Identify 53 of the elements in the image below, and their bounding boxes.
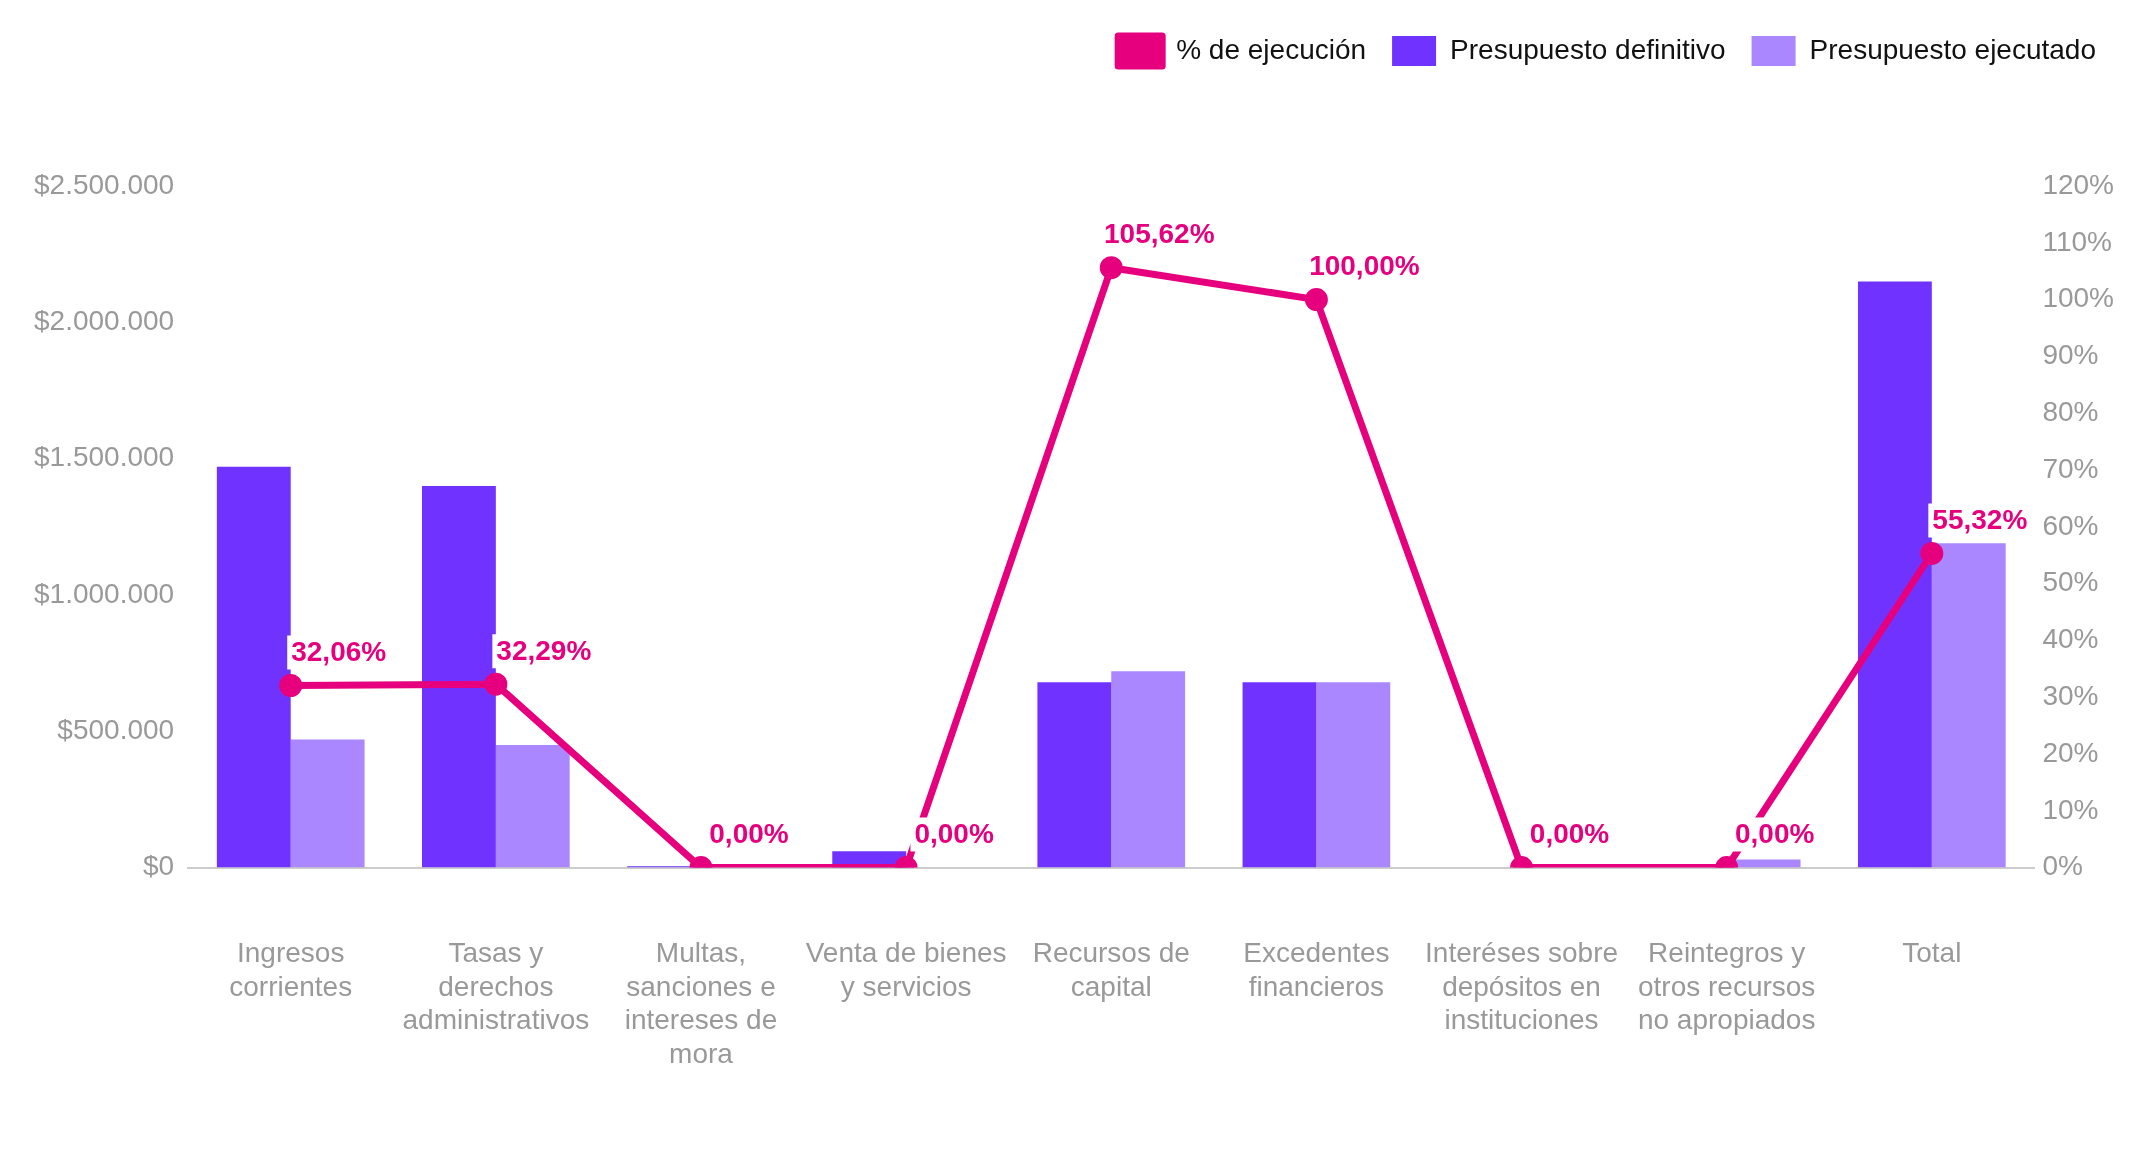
x-tick-label: Tasas y derechos administrativos [402,937,590,1036]
bar [1857,281,1932,868]
y2-tick-label: 80% [2042,395,2099,427]
y2-tick-label: 70% [2042,452,2099,484]
y2-tick-label: 0% [2042,850,2083,882]
y2-tick-label: 20% [2042,736,2099,768]
bar [290,739,365,868]
y2-tick-label: 10% [2042,793,2099,825]
x-tick-label: Reintegros y otros recursos no apropiados [1637,937,1816,1036]
bar [1037,682,1112,868]
bar [422,485,496,868]
x-tick-label: Total [1902,937,1962,969]
x-tick-label: Excedentes financieros [1243,937,1390,1002]
y-tick-label: $0 [142,850,175,882]
data-label: 105,62% [1103,218,1215,250]
legend-label: % de ejecución [1176,33,1367,65]
y2-tick-label: 110% [2042,225,2112,257]
y-tick-label: $1.500.000 [34,441,175,473]
legend-label: Presupuesto definitivo [1450,33,1726,65]
x-tick-label: Recursos de capital [1032,937,1190,1002]
data-label: 0,00% [709,818,789,850]
x-tick-label: Multas, sanciones e intereses de mora [624,937,778,1069]
data-label: 0,00% [1734,818,1815,850]
bar [1242,682,1317,868]
y-tick-label: $2.000.000 [34,305,175,337]
bar [1931,543,2006,868]
y2-tick-label: 90% [2042,339,2099,371]
point [1920,541,1944,565]
data-label: 100,00% [1309,250,1420,282]
bar [1316,682,1391,868]
data-label: 32,29% [496,634,592,666]
bar [216,466,291,868]
data-label: 0,00% [1529,818,1610,850]
y2-tick-label: 30% [2042,679,2099,711]
point [1304,288,1328,312]
y2-tick-label: 50% [2042,566,2099,598]
data-label: 55,32% [1932,504,2028,536]
data-label: 0,00% [914,818,994,850]
point [1099,256,1123,280]
y-tick-label: $500.000 [57,714,175,745]
y-tick-label: $1.000.000 [34,577,175,609]
y2-tick-label: 60% [2042,509,2099,541]
x-tick-label: Interéses sobre depósitos en instituciones [1425,937,1619,1036]
y-tick-label: $2.500.000 [34,168,175,200]
x-tick-label: Ingresos corrientes [229,937,353,1002]
legend-label: Presupuesto ejecutado [1809,33,2097,65]
y2-tick-label: 40% [2042,623,2099,655]
x-tick-label: Venta de bienes y servicios [805,937,1007,1002]
bar [495,744,570,868]
bar [1111,671,1186,868]
y2-tick-label: 100% [2042,282,2115,314]
data-label: 32,06% [291,636,387,668]
y2-tick-label: 120% [2042,168,2115,200]
